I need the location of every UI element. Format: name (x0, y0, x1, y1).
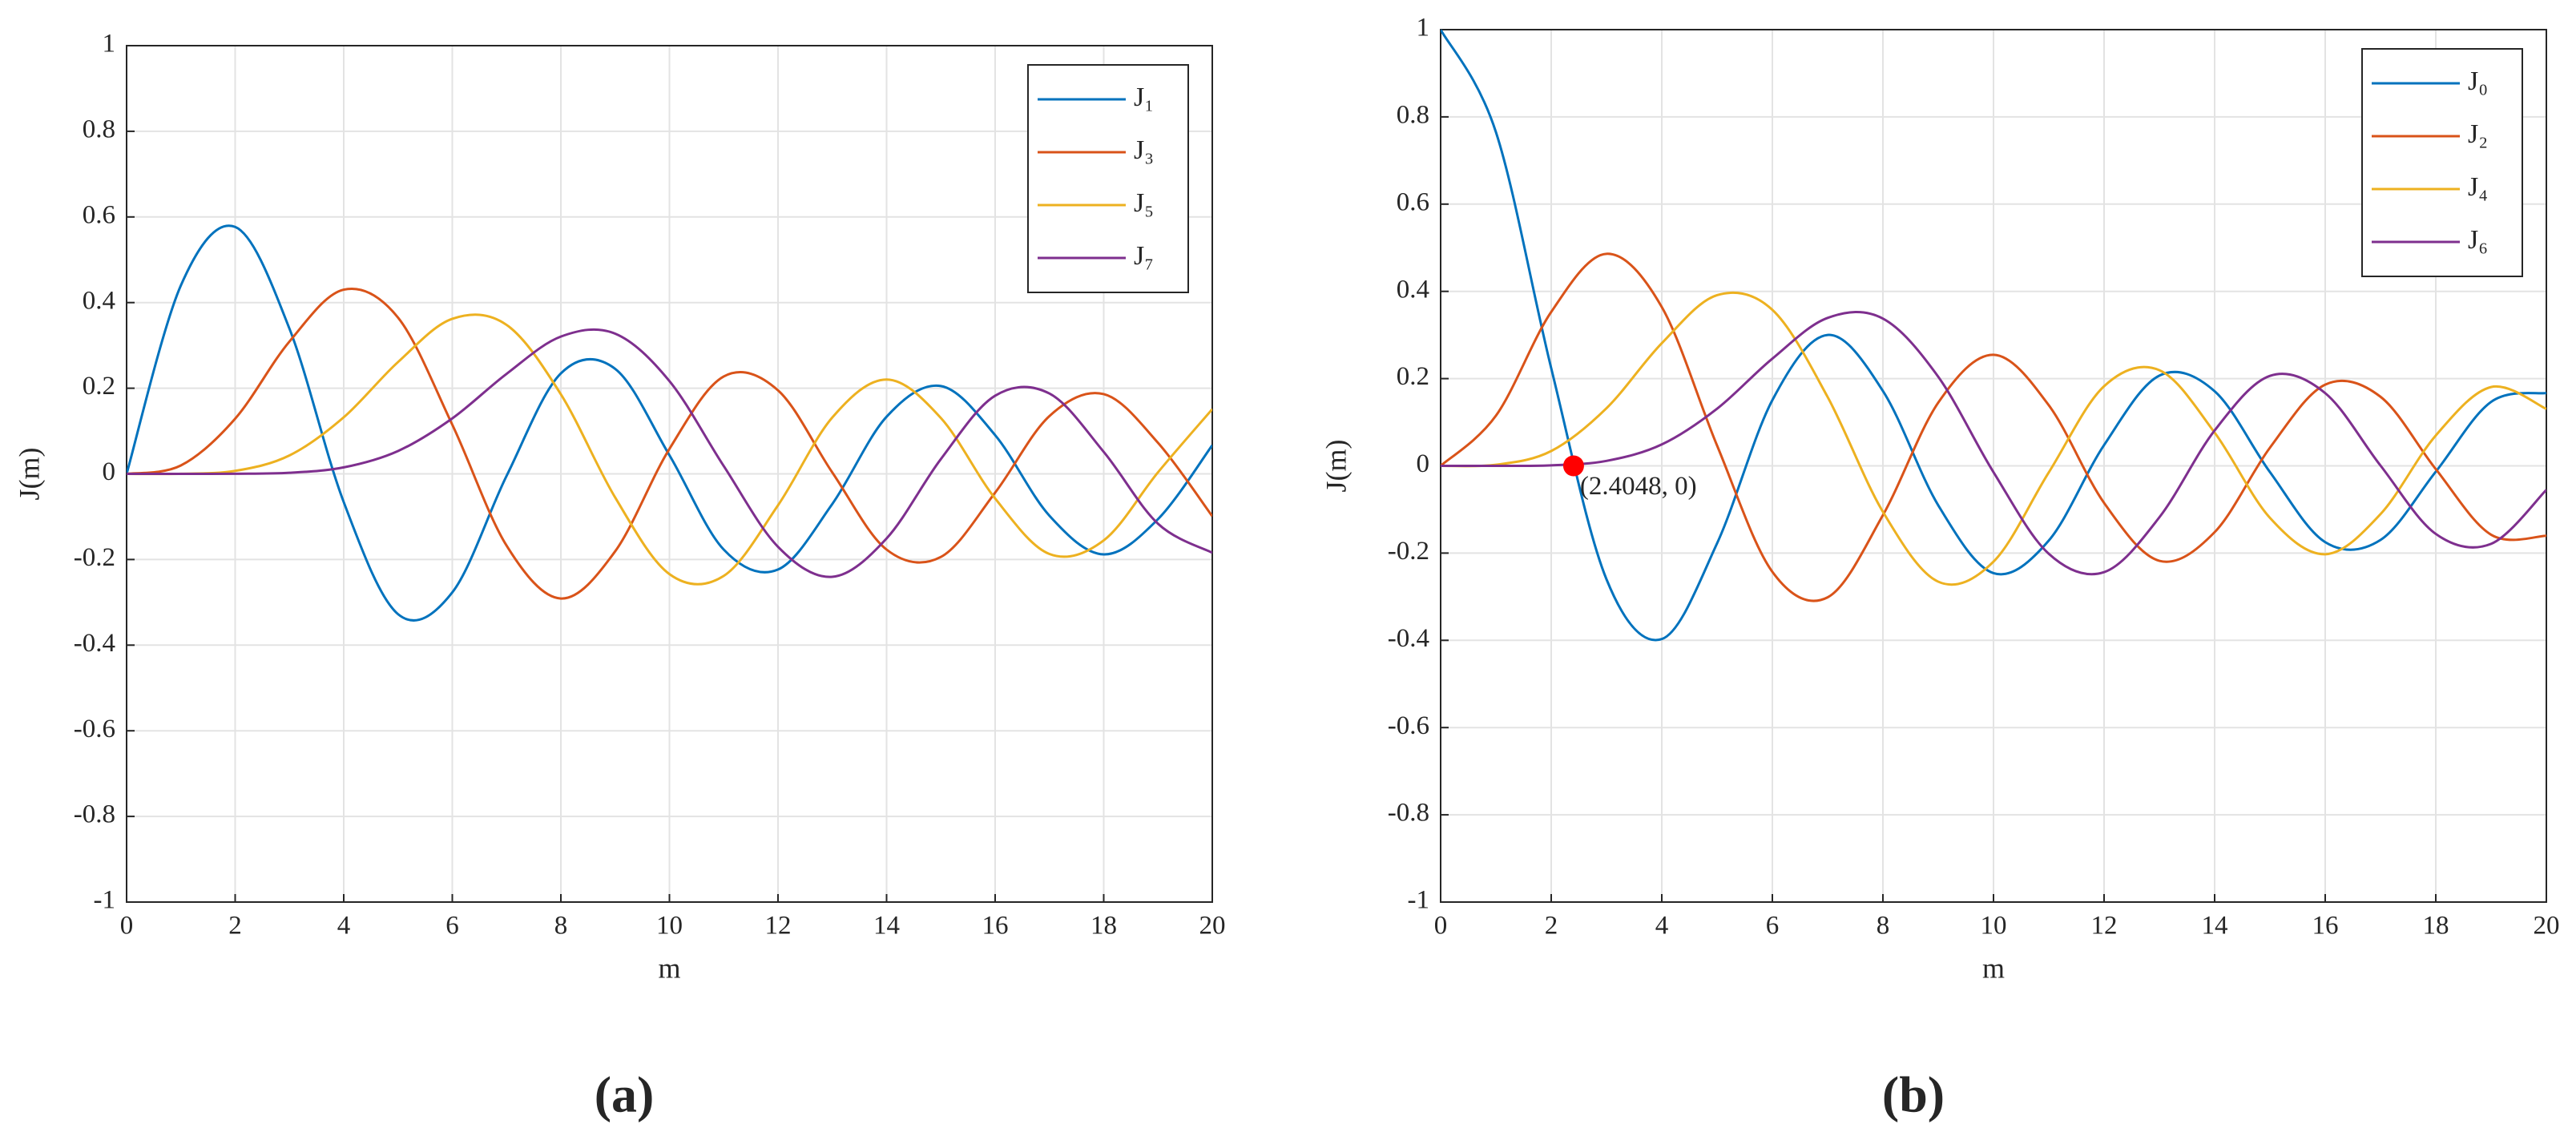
y-tick-label: 0.8 (83, 115, 115, 143)
legend-box (2361, 48, 2523, 277)
series-line (127, 288, 1212, 600)
x-tick-label: 4 (337, 912, 351, 941)
series-line (1441, 30, 2546, 642)
y-tick-label: -0.4 (74, 629, 115, 658)
x-tick-label: 6 (1766, 912, 1780, 941)
x-tick-label: 14 (2202, 912, 2228, 941)
x-tick-label: 12 (2091, 912, 2118, 941)
plot-lines (127, 224, 1212, 622)
legend-label: J₃ (1134, 135, 1154, 165)
y-tick-label: 1 (1417, 14, 1430, 42)
y-tick-label: 0.4 (83, 286, 115, 315)
x-tick-label: 10 (656, 912, 683, 941)
y-tick-label: -0.6 (74, 715, 115, 743)
x-axis-label: m (658, 952, 680, 984)
x-tick-label: 0 (1434, 912, 1448, 941)
x-tick-label: 18 (1090, 912, 1117, 941)
plot-lines (1441, 30, 2546, 642)
legend-label: J₂ (2468, 119, 2488, 149)
y-tick-label: 0 (1417, 449, 1430, 478)
panel-label: (a) (595, 1066, 655, 1123)
x-tick-label: 2 (1545, 912, 1558, 941)
y-tick-label: 0 (103, 457, 116, 486)
y-tick-label: 0.6 (1397, 187, 1429, 216)
y-tick-label: -0.2 (74, 543, 115, 572)
series-line (1441, 252, 2546, 602)
x-tick-label: 2 (228, 912, 242, 941)
annotation-label: (2.4048, 0) (1580, 472, 1697, 501)
y-tick-label: -0.8 (74, 800, 115, 829)
legend-label: J₀ (2468, 66, 2488, 96)
series-line (1441, 291, 2546, 586)
y-tick-label: -1 (1408, 886, 1430, 915)
x-tick-label: 8 (1877, 912, 1890, 941)
y-axis-label: J(m) (13, 448, 45, 501)
y-tick-label: 0.2 (1397, 362, 1429, 391)
legend-label: J₅ (1134, 188, 1154, 218)
x-tick-label: 12 (765, 912, 792, 941)
series-line (127, 224, 1212, 622)
series-line (127, 313, 1212, 586)
y-tick-label: -0.6 (1388, 711, 1429, 740)
y-tick-label: -0.4 (1388, 624, 1429, 653)
y-tick-label: -0.2 (1388, 537, 1429, 566)
panel-label: (b) (1882, 1066, 1945, 1123)
x-tick-label: 14 (873, 912, 900, 941)
x-tick-label: 16 (982, 912, 1009, 941)
y-tick-label: 0.8 (1397, 100, 1429, 129)
legend-label: J₆ (2468, 225, 2488, 255)
x-tick-label: 8 (554, 912, 568, 941)
legend-label: J₇ (1134, 241, 1154, 271)
y-tick-label: 0.2 (83, 372, 115, 401)
x-tick-label: 18 (2423, 912, 2449, 941)
legend-label: J₁ (1134, 83, 1154, 112)
x-tick-label: 0 (120, 912, 134, 941)
y-tick-label: 0.4 (1397, 275, 1429, 304)
y-axis-label: J(m) (1320, 440, 1352, 493)
annotation-point (1562, 455, 1584, 477)
legend-label: J₄ (2468, 172, 2488, 202)
x-tick-label: 10 (1981, 912, 2007, 941)
x-tick-label: 20 (2534, 912, 2560, 941)
x-tick-label: 4 (1655, 912, 1669, 941)
y-tick-label: -1 (94, 886, 116, 915)
legend-box (1027, 64, 1189, 293)
x-tick-label: 16 (2312, 912, 2339, 941)
y-tick-label: 1 (103, 30, 116, 58)
series-line (1441, 311, 2546, 576)
x-tick-label: 6 (445, 912, 459, 941)
x-tick-label: 20 (1199, 912, 1226, 941)
series-line (127, 328, 1212, 578)
y-tick-label: -0.8 (1388, 799, 1429, 828)
x-axis-label: m (1982, 952, 2005, 984)
y-tick-label: 0.6 (83, 200, 115, 229)
